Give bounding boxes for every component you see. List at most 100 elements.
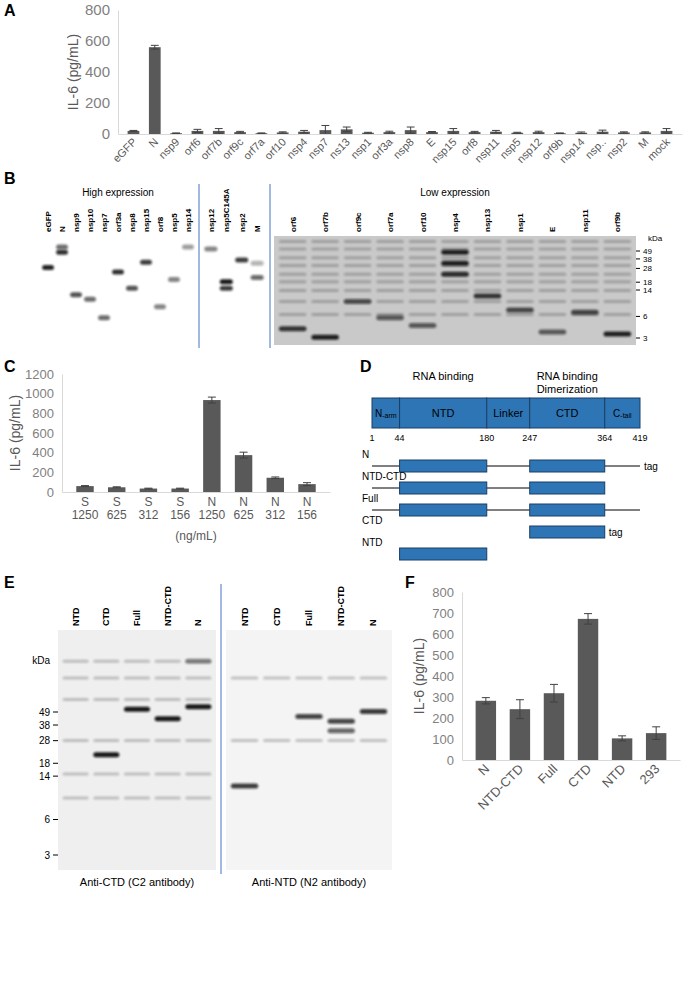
panel-letter: C <box>4 358 16 375</box>
blot-band <box>604 289 632 292</box>
x-axis: eGFPNnsp9orf6orf7borf9corf7aorf10nsp4nsp… <box>110 135 682 166</box>
marker-label: 6 <box>643 312 648 321</box>
bar <box>256 133 268 134</box>
x-tick-label: nsp12 <box>514 136 544 166</box>
blot-band <box>155 739 181 742</box>
plot-area <box>128 45 673 134</box>
blot-band <box>311 280 339 283</box>
blot-band <box>441 261 469 266</box>
blot-band <box>93 698 119 701</box>
blot-band <box>231 677 258 680</box>
lane-label: nsp13 <box>483 208 492 232</box>
blot-band <box>279 256 307 259</box>
error-bar-cap <box>641 133 649 134</box>
y-tick: 100 <box>432 732 462 747</box>
blot-band <box>311 273 339 276</box>
x-tick: eGFP <box>110 136 139 165</box>
error-bar-cap <box>535 133 543 134</box>
error-bar-stem <box>553 684 554 702</box>
error-bar-stem <box>346 127 347 132</box>
error-bar-cap <box>513 133 521 134</box>
error-bar-cap <box>236 131 244 132</box>
lane-label: nsp2 <box>238 213 247 232</box>
blot-band <box>441 240 469 243</box>
error-bar <box>535 131 543 133</box>
error-bar-cap <box>407 133 415 134</box>
x-tick-label: nsp1 <box>348 136 373 161</box>
x-tick-label: nsp.. <box>583 136 608 161</box>
x-tick-label: 293 <box>637 761 663 787</box>
bar <box>128 131 140 134</box>
y-axis-title: IL-6 (pg/mL) <box>65 34 81 110</box>
blot-band <box>98 315 110 320</box>
bar <box>575 133 587 134</box>
domain <box>372 398 400 428</box>
blot-band <box>360 677 387 680</box>
blot-band <box>571 289 599 292</box>
blot-band <box>185 773 211 776</box>
blot-group-title: Low expression <box>420 187 489 198</box>
x-tick-label-line: 625 <box>107 508 127 522</box>
marker-ladder: 493828181463kDa <box>636 234 663 343</box>
error-bar-cap <box>663 133 671 134</box>
blot-band <box>571 240 599 243</box>
blot-band <box>376 280 404 283</box>
x-tick: N156 <box>297 495 317 522</box>
blot-band <box>63 698 89 701</box>
figure-svg: A0200400600800eGFPNnsp9orf6orf7borf9corf… <box>0 0 686 993</box>
lane-label: N <box>193 620 203 627</box>
y-tick: 0 <box>102 125 118 142</box>
x-tick-label-line: S <box>81 495 89 509</box>
position-label: 44 <box>395 433 405 443</box>
x-tick: nsp11 <box>472 136 501 165</box>
blot-band <box>604 280 632 283</box>
error-bar-cap <box>364 132 372 133</box>
lane-label: N <box>368 620 378 627</box>
y-tick: 400 <box>432 669 462 684</box>
x-tick-label-line: S <box>144 495 152 509</box>
error-bar <box>144 488 152 490</box>
domain-label: NTD <box>432 407 455 419</box>
y-axis: 0100200300400500600700800 <box>432 585 462 768</box>
blot-band <box>168 277 180 282</box>
error-bar-cap <box>81 486 89 487</box>
marker-tick <box>53 712 58 713</box>
blot-band <box>93 797 119 800</box>
bar <box>140 489 157 492</box>
blot-band <box>474 293 502 298</box>
y-tick-label: 800 <box>432 585 454 600</box>
blot-band <box>56 250 68 255</box>
lane-label: nsp1 <box>516 213 525 232</box>
error-bar <box>257 132 265 134</box>
bar <box>149 47 161 134</box>
construct-box <box>400 548 487 560</box>
x-tick-label: nsp9 <box>156 136 181 161</box>
error-bar-cap <box>279 133 287 134</box>
blot-band <box>506 308 534 313</box>
error-bar-cap <box>471 131 479 132</box>
error-bar-cap <box>620 133 628 134</box>
blot-band <box>474 240 502 243</box>
error-bar-cap <box>385 133 393 134</box>
blot-band <box>539 248 567 251</box>
x-tick-label-line: 1250 <box>199 508 226 522</box>
marker-label: 38 <box>39 720 51 731</box>
error-bar-cap <box>535 131 543 132</box>
blot-band <box>604 256 632 259</box>
x-tick-label-line: N <box>303 495 312 509</box>
blot-band <box>124 677 150 680</box>
blot-band <box>409 248 437 251</box>
error-bar-cap <box>257 132 265 133</box>
x-axis: S1250S625S312S156N1250N625N312N156 <box>63 493 331 522</box>
blot-band <box>42 265 54 270</box>
bar <box>277 132 289 134</box>
domain-diagram: DN-armNTDLinkerCTDC-tail144180247364419R… <box>360 358 658 560</box>
x-tick-label-line: S <box>176 495 184 509</box>
blot-band <box>63 677 89 680</box>
error-bar-cap <box>482 703 490 704</box>
blot-band <box>604 300 632 303</box>
x-tick: S156 <box>170 495 190 522</box>
marker-label: 49 <box>39 707 51 718</box>
construct-box <box>530 504 605 516</box>
blot-band <box>474 256 502 259</box>
